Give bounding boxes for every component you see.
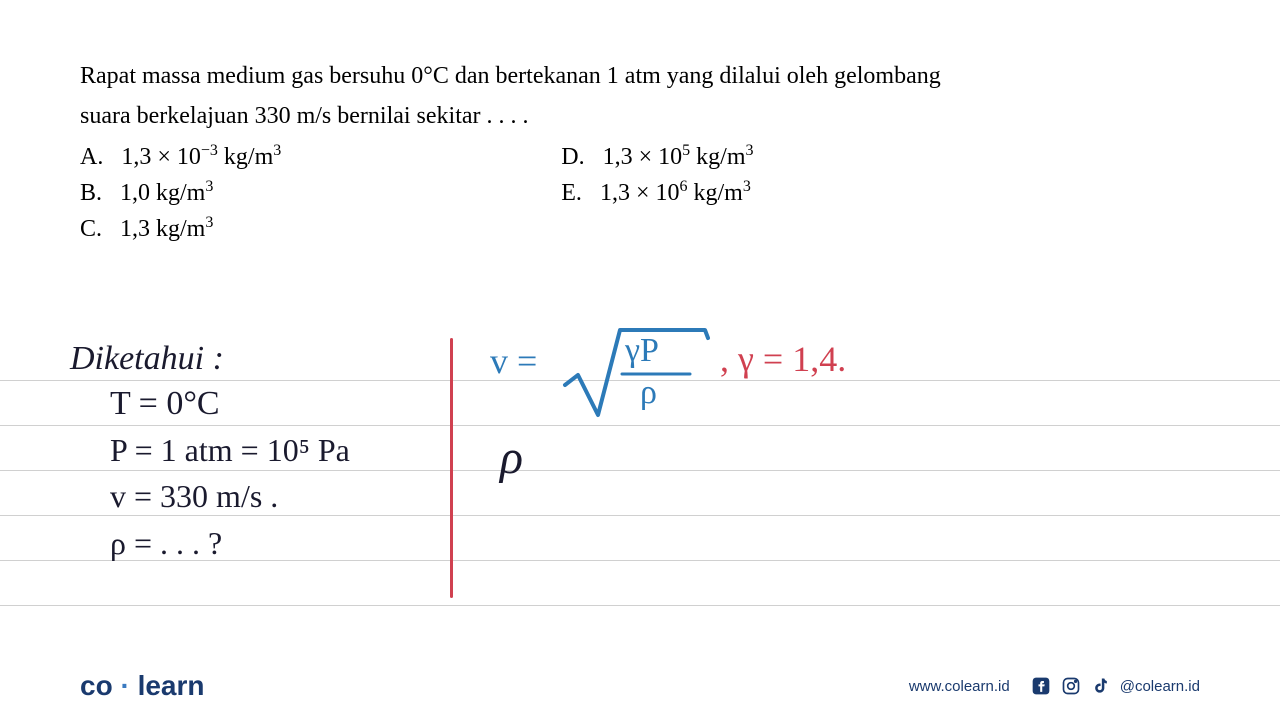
ruled-line xyxy=(0,605,1280,606)
fraction-bar-icon xyxy=(620,370,700,378)
logo-co: co xyxy=(80,670,113,701)
option-d-unit: kg/m xyxy=(690,144,745,170)
option-a-exp: −3 xyxy=(201,142,218,159)
option-d-unitexp: 3 xyxy=(746,142,754,159)
hw-diketahui: Diketahui : xyxy=(70,340,224,378)
option-b: B. 1,0 kg/m3 xyxy=(80,175,281,211)
option-b-label: B. xyxy=(80,180,102,206)
hw-frac-top: γP xyxy=(625,332,659,370)
option-d: D. 1,3 × 105 kg/m3 xyxy=(561,139,753,175)
option-c: C. 1,3 kg/m3 xyxy=(80,211,281,247)
option-d-value: 1,3 × 10 xyxy=(603,144,683,170)
question-line-2: suara berkelajuan 330 m/s bernilai sekit… xyxy=(80,100,1200,134)
option-c-value: 1,3 kg/m xyxy=(120,216,205,242)
question-block: Rapat massa medium gas bersuhu 0°C dan b… xyxy=(0,0,1280,267)
option-c-unitexp: 3 xyxy=(205,214,213,231)
option-a-label: A. xyxy=(80,144,103,170)
logo-dot-icon: · xyxy=(113,670,138,701)
option-e: E. 1,3 × 106 kg/m3 xyxy=(561,175,753,211)
footer-right: www.colearn.id @colearn.id xyxy=(909,675,1200,697)
option-a: A. 1,3 × 10−3 kg/m3 xyxy=(80,139,281,175)
work-area: Diketahui : T = 0°C P = 1 atm = 10⁵ Pa v… xyxy=(0,320,1280,660)
option-d-label: D. xyxy=(561,144,584,170)
hw-formula-v: v = xyxy=(490,340,537,382)
options-right: D. 1,3 × 105 kg/m3 E. 1,3 × 106 kg/m3 xyxy=(561,139,753,247)
option-e-unit: kg/m xyxy=(687,180,742,206)
option-e-value: 1,3 × 10 xyxy=(600,180,680,206)
question-line-1: Rapat massa medium gas bersuhu 0°C dan b… xyxy=(80,60,1200,94)
option-a-unit: kg/m xyxy=(218,144,273,170)
hw-rho-right: ρ xyxy=(500,430,523,485)
divider-line xyxy=(450,338,453,598)
hw-pressure: P = 1 atm = 10⁵ Pa xyxy=(110,432,350,469)
hw-velocity: v = 330 m/s . xyxy=(110,478,278,515)
tiktok-icon[interactable] xyxy=(1090,675,1112,697)
logo-learn: learn xyxy=(138,670,205,701)
social-block: @colearn.id xyxy=(1030,675,1200,697)
hw-frac-bot: ρ xyxy=(640,374,657,412)
facebook-icon[interactable] xyxy=(1030,675,1052,697)
ruled-line xyxy=(0,515,1280,516)
hw-temperature: T = 0°C xyxy=(110,385,220,423)
options-container: A. 1,3 × 10−3 kg/m3 B. 1,0 kg/m3 C. 1,3 … xyxy=(80,139,1200,247)
brand-logo: co · learn xyxy=(80,670,205,702)
option-b-value: 1,0 kg/m xyxy=(120,180,205,206)
option-b-unitexp: 3 xyxy=(205,178,213,195)
social-handle[interactable]: @colearn.id xyxy=(1120,678,1200,695)
ruled-line xyxy=(0,470,1280,471)
footer: co · learn www.colearn.id @colearn.id xyxy=(0,670,1280,702)
option-c-label: C. xyxy=(80,216,102,242)
option-a-value: 1,3 × 10 xyxy=(121,144,201,170)
hw-rho-question: ρ = . . . ? xyxy=(110,525,222,562)
website-link[interactable]: www.colearn.id xyxy=(909,678,1010,695)
hw-gamma: , γ = 1,4. xyxy=(720,338,846,380)
option-e-label: E. xyxy=(561,180,582,206)
option-e-unitexp: 3 xyxy=(743,178,751,195)
option-a-unitexp: 3 xyxy=(273,142,281,159)
instagram-icon[interactable] xyxy=(1060,675,1082,697)
options-left: A. 1,3 × 10−3 kg/m3 B. 1,0 kg/m3 C. 1,3 … xyxy=(80,139,281,247)
option-d-exp: 5 xyxy=(682,142,690,159)
